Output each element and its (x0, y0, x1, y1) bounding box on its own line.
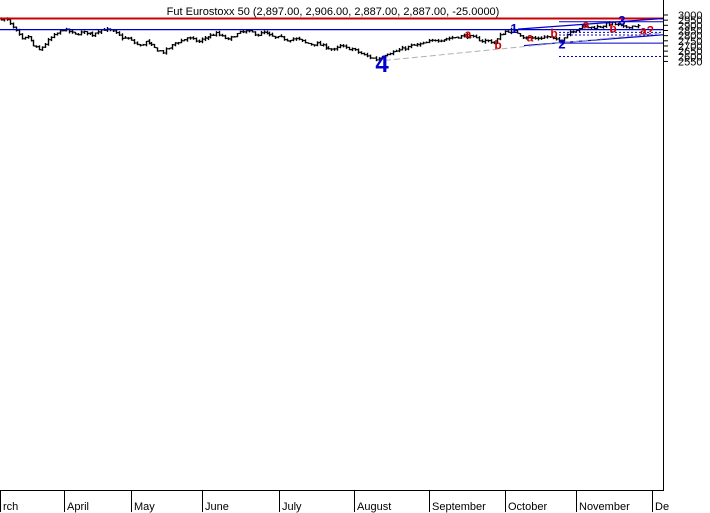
sub-wave-label-b: b (550, 27, 557, 41)
channel-lower-line (523, 34, 664, 47)
x-tick-label: August (357, 501, 391, 513)
x-tick-label: rch (3, 501, 18, 513)
y-tick-label: 2650 (678, 46, 702, 58)
y-tick-label: 2800 (678, 31, 702, 43)
x-tick-label: July (282, 501, 302, 513)
y-tick-label: 2550 (678, 56, 702, 68)
sub-wave-label-a: a (583, 17, 590, 31)
y-tick-label: 2750 (678, 36, 702, 48)
x-tick-label: June (205, 501, 229, 513)
chart-title: Fut Eurostoxx 50 (2,897.00, 2,906.00, 2,… (167, 6, 500, 18)
y-tick-label: 2950 (678, 15, 702, 27)
wave-label-4: 4 (375, 51, 389, 78)
x-tick-label: May (134, 501, 155, 513)
ohlc-bar (73, 31, 78, 35)
x-tick-label: April (67, 501, 89, 513)
x-tick-label: October (508, 501, 547, 513)
ohlc-bar (636, 23, 641, 29)
channel-upper-line (517, 17, 664, 30)
sub-wave-label-a: a (527, 31, 534, 45)
annotation-lines (0, 17, 664, 61)
sub-wave-label-b: b (609, 22, 616, 36)
wave-labels: 4 1 2 3 a b a b a b a? (375, 13, 654, 78)
wave-label-1: 1 (510, 21, 517, 36)
y-tick-label: 2600 (678, 51, 702, 63)
y-tick-label: 3000 (678, 10, 702, 22)
y-tick-label: 2850 (678, 25, 702, 37)
guide-dashed-line (384, 32, 664, 61)
ohlc-bar (551, 36, 556, 40)
wave-label-3: 3 (618, 13, 625, 28)
sub-wave-label-b: b (494, 38, 501, 52)
price-bars (0, 17, 641, 62)
ohlc-bar (489, 39, 494, 44)
sub-wave-label-a: a (465, 27, 472, 41)
x-tick-label: November (579, 501, 630, 513)
x-tick-label: September (432, 501, 486, 513)
y-tick-label: 2900 (678, 20, 702, 32)
x-tick-label: De (655, 501, 669, 513)
y-tick-label: 2700 (678, 41, 702, 53)
sub-wave-label-aq: a? (640, 24, 654, 38)
wave-label-2: 2 (558, 36, 565, 51)
